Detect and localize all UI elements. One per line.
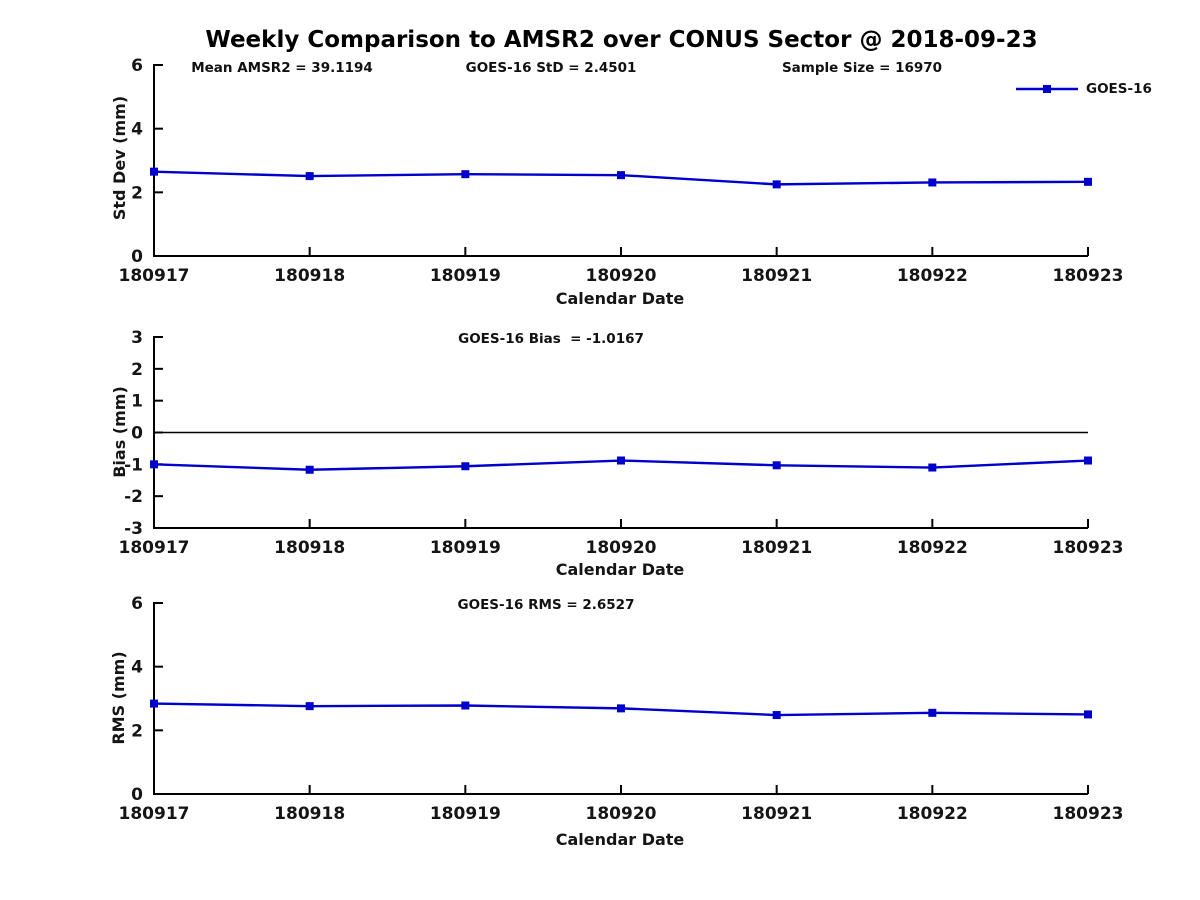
y-tick-label: 6 — [131, 56, 143, 76]
x-tick-label: 180921 — [741, 804, 812, 824]
figure-title: Weekly Comparison to AMSR2 over CONUS Se… — [205, 27, 1038, 53]
y-tick-label: -1 — [124, 455, 143, 475]
y-tick-label: 4 — [131, 658, 143, 678]
data-point-marker — [150, 699, 158, 708]
x-tick-label: 180919 — [430, 804, 501, 824]
x-tick-label: 180922 — [897, 266, 968, 286]
y-tick-label: 6 — [131, 594, 143, 614]
x-tick-label: 180923 — [1053, 804, 1124, 824]
data-point-marker — [461, 701, 470, 710]
y-tick-label: 2 — [131, 360, 143, 380]
annotation-goes16-bias: GOES-16 Bias = -1.0167 — [458, 331, 644, 347]
y-tick-label: -3 — [124, 519, 143, 539]
data-point-marker — [1084, 456, 1092, 465]
plot-std-dev: 0 2 4 6 180917 180918 180919 180920 180921 180922… — [119, 56, 1124, 286]
plot-rms: 0 2 4 6 180917 180918 180919 180920 180921 180922… — [119, 594, 1124, 824]
annotation-mean-amsr2: Mean AMSR2 = 39.1194 — [191, 60, 373, 76]
x-tick-label: 180917 — [119, 266, 190, 286]
x-tick-label: 180918 — [274, 804, 345, 824]
y-tick-label: 0 — [131, 785, 143, 805]
data-point-marker — [772, 711, 781, 720]
data-point-marker — [928, 463, 937, 472]
y-tick-label: 2 — [131, 721, 143, 741]
data-point-marker — [772, 180, 781, 189]
x-tick-label: 180921 — [741, 538, 812, 558]
x-tick-label: 180917 — [119, 804, 190, 824]
x-tick-label: 180919 — [430, 538, 501, 558]
data-point-marker — [928, 178, 937, 187]
annotation-goes16-rms: GOES-16 RMS = 2.6527 — [457, 597, 635, 613]
data-point-marker — [150, 167, 158, 176]
legend: GOES-16 — [1016, 81, 1152, 97]
xlabel-calendar-date-3: Calendar Date — [555, 830, 685, 849]
x-tick-label: 180921 — [741, 266, 812, 286]
legend-label: GOES-16 — [1086, 81, 1152, 97]
data-point-marker — [305, 465, 314, 474]
data-point-marker — [1084, 710, 1092, 719]
x-tick-label: 180923 — [1053, 266, 1124, 286]
x-tick-label: 180918 — [274, 538, 345, 558]
data-point-marker — [928, 708, 937, 717]
y-tick-label: 2 — [131, 183, 143, 203]
annotation-goes16-std: GOES-16 StD = 2.4501 — [465, 60, 637, 76]
x-tick-label: 180920 — [586, 266, 657, 286]
y-tick-label: 1 — [131, 392, 143, 412]
xlabel-calendar-date-2: Calendar Date — [555, 560, 685, 579]
x-tick-label: 180923 — [1053, 538, 1124, 558]
x-tick-label: 180919 — [430, 266, 501, 286]
data-point-marker — [461, 462, 470, 471]
x-tick-label: 180917 — [119, 538, 190, 558]
ylabel-rms: RMS (mm) — [109, 651, 128, 745]
y-tick-label: 0 — [131, 424, 143, 444]
data-point-marker — [772, 461, 781, 470]
data-point-marker — [1084, 177, 1092, 186]
annotation-sample-size: Sample Size = 16970 — [781, 60, 943, 76]
y-tick-label: 0 — [131, 247, 143, 267]
y-tick-label: -2 — [124, 487, 143, 507]
data-point-marker — [617, 704, 625, 713]
data-point-marker — [461, 170, 470, 179]
data-point-marker — [617, 171, 625, 180]
y-tick-label: 3 — [131, 328, 143, 348]
ylabel-std-dev: Std Dev (mm) — [110, 95, 129, 221]
data-point-marker — [305, 702, 314, 711]
x-tick-label: 180922 — [897, 804, 968, 824]
x-tick-label: 180920 — [586, 804, 657, 824]
x-tick-label: 180918 — [274, 266, 345, 286]
x-tick-label: 180920 — [586, 538, 657, 558]
y-tick-label: 4 — [131, 120, 143, 140]
data-point-marker — [617, 456, 625, 465]
ylabel-bias: Bias (mm) — [110, 386, 129, 478]
xlabel-calendar-date-1: Calendar Date — [555, 289, 685, 308]
legend-line-marker-icon — [1016, 85, 1078, 93]
x-tick-label: 180922 — [897, 538, 968, 558]
data-point-marker — [150, 460, 158, 469]
data-point-marker — [305, 172, 314, 181]
